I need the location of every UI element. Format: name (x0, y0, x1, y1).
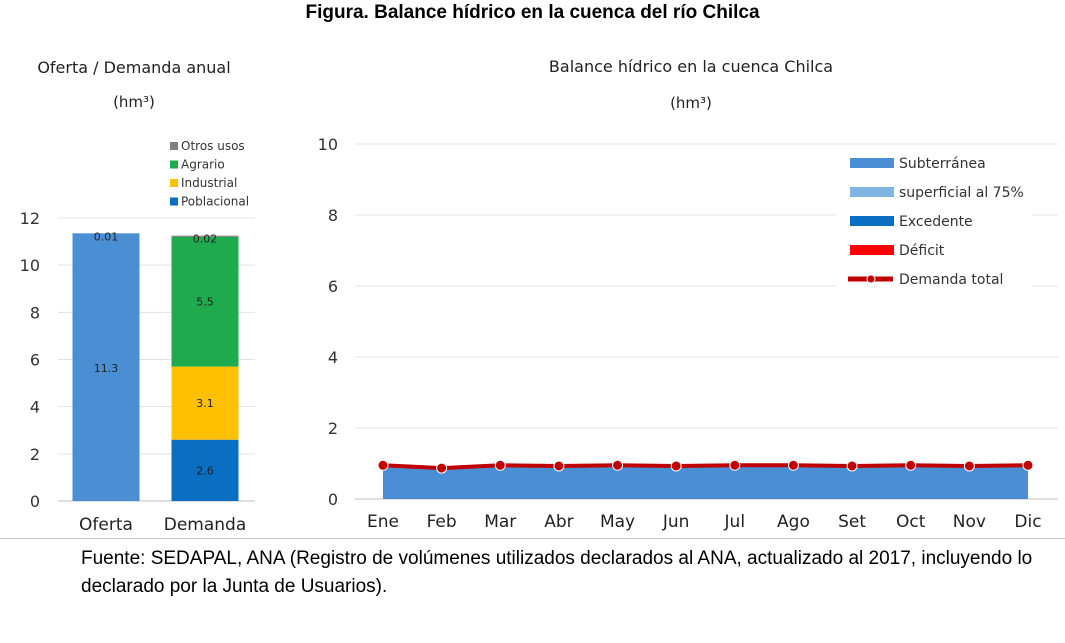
figure-canvas: Oferta / Demanda anual (hm³) Balance híd… (20, 57, 1058, 535)
right-legend-label: Demanda total (899, 272, 1003, 288)
left-legend-label: Agrario (181, 158, 225, 172)
left-y-tick-label: 8 (30, 303, 40, 322)
right-y-tick-label: 4 (328, 348, 338, 367)
demand-total-point (729, 459, 741, 471)
right-x-tick-label: Feb (427, 512, 457, 532)
demand-total-point (1022, 459, 1034, 471)
demand-total-point (963, 460, 975, 472)
left-data-label: 11.3 (94, 362, 119, 375)
left-y-tick-label: 12 (20, 209, 40, 228)
demand-total-point (846, 460, 858, 472)
left-bar-segment (171, 366, 239, 440)
right-y-tick-label: 0 (328, 490, 338, 509)
right-y-tick-label: 8 (328, 206, 338, 225)
right-x-tick-label: Mar (484, 512, 516, 532)
right-legend-label: superficial al 75% (899, 185, 1024, 201)
demand-total-point (905, 459, 917, 471)
left-y-tick-label: 4 (30, 398, 40, 417)
left-chart-legend: Otros usos Agrario Industrial Poblacional (170, 139, 249, 209)
right-x-tick-label: Jul (724, 512, 746, 532)
left-legend-label: Industrial (181, 176, 237, 190)
right-legend-swatch (850, 187, 894, 197)
right-y-tick-label: 6 (328, 277, 338, 296)
right-legend-swatch (850, 216, 894, 226)
left-y-tick-label: 10 (20, 256, 40, 275)
left-chart-title: Oferta / Demanda anual (37, 58, 230, 77)
left-legend-swatch (170, 142, 178, 150)
right-x-tick-label: Abr (544, 512, 573, 532)
left-y-tick-label: 6 (30, 351, 40, 370)
left-legend-label: Poblacional (181, 195, 249, 209)
demand-total-point (553, 460, 565, 472)
right-x-tick-label: May (600, 512, 635, 532)
left-chart-bars: 11.3 0.01 Oferta 2.6 3.1 5.5 0.02 Demanda (72, 230, 247, 535)
left-data-label: 5.5 (196, 296, 214, 309)
figure-title: Figura. Balance hídrico en la cuenca del… (305, 2, 760, 23)
demand-total-point (787, 459, 799, 471)
demand-total-point (494, 459, 506, 471)
right-x-tick-label: Set (838, 512, 866, 532)
left-bar-segment (171, 235, 239, 237)
right-x-tick-label: Jun (662, 512, 690, 532)
left-legend-swatch (170, 160, 178, 169)
divider-line (0, 538, 1065, 539)
right-x-tick-label: Ene (367, 512, 399, 532)
left-legend-swatch (170, 179, 178, 187)
area-series-subterr-nea (383, 465, 1028, 499)
demand-total-point (377, 459, 389, 471)
source-note: Fuente: SEDAPAL, ANA (Registro de volúme… (81, 548, 1033, 597)
right-y-tick-label: 2 (328, 419, 338, 438)
right-chart-grid: 0 2 4 6 8 10 Ene Feb Mar Abr May Jun Jul Ago Set Oct Nov… (318, 135, 1058, 532)
right-legend-label: Excedente (899, 214, 973, 230)
left-data-label: 3.1 (196, 397, 214, 410)
right-legend-label: Subterránea (899, 156, 986, 172)
right-x-tick-label: Ago (777, 512, 810, 532)
right-x-tick-label: Dic (1014, 512, 1041, 532)
left-bar-segment (72, 233, 140, 235)
left-y-tick-label: 0 (30, 492, 40, 511)
demand-total-point (612, 459, 624, 471)
left-bar-segment (171, 236, 239, 367)
right-legend-marker (866, 274, 876, 284)
right-legend-swatch (850, 158, 894, 168)
right-chart-unit: (hm³) (670, 94, 712, 112)
right-legend-swatch (850, 245, 894, 255)
right-x-tick-label: Oct (896, 512, 926, 532)
left-legend-label: Otros usos (181, 139, 245, 153)
left-x-tick-label: Demanda (164, 515, 247, 535)
left-x-tick-label: Oferta (79, 515, 133, 535)
left-bar-segment (72, 234, 140, 501)
right-chart-legend: Subterránea superficial al 75% Excedente Dé… (836, 148, 1032, 294)
demand-total-point (670, 460, 682, 472)
demand-total-line (382, 463, 1029, 471)
right-legend-label: Déficit (899, 243, 945, 259)
left-legend-swatch (170, 197, 178, 206)
right-y-tick-label: 10 (318, 135, 338, 154)
right-chart-series (377, 459, 1034, 499)
left-data-label: 0.01 (94, 230, 119, 243)
left-data-label: 2.6 (196, 464, 214, 477)
left-y-tick-label: 2 (30, 445, 40, 464)
left-bar-segment (171, 439, 239, 501)
left-data-label: 0.02 (193, 232, 218, 245)
left-chart-unit: (hm³) (113, 93, 155, 111)
right-chart-title: Balance hídrico en la cuenca Chilca (549, 57, 833, 76)
right-x-tick-label: Nov (953, 512, 986, 532)
demand-total-point (436, 462, 448, 474)
